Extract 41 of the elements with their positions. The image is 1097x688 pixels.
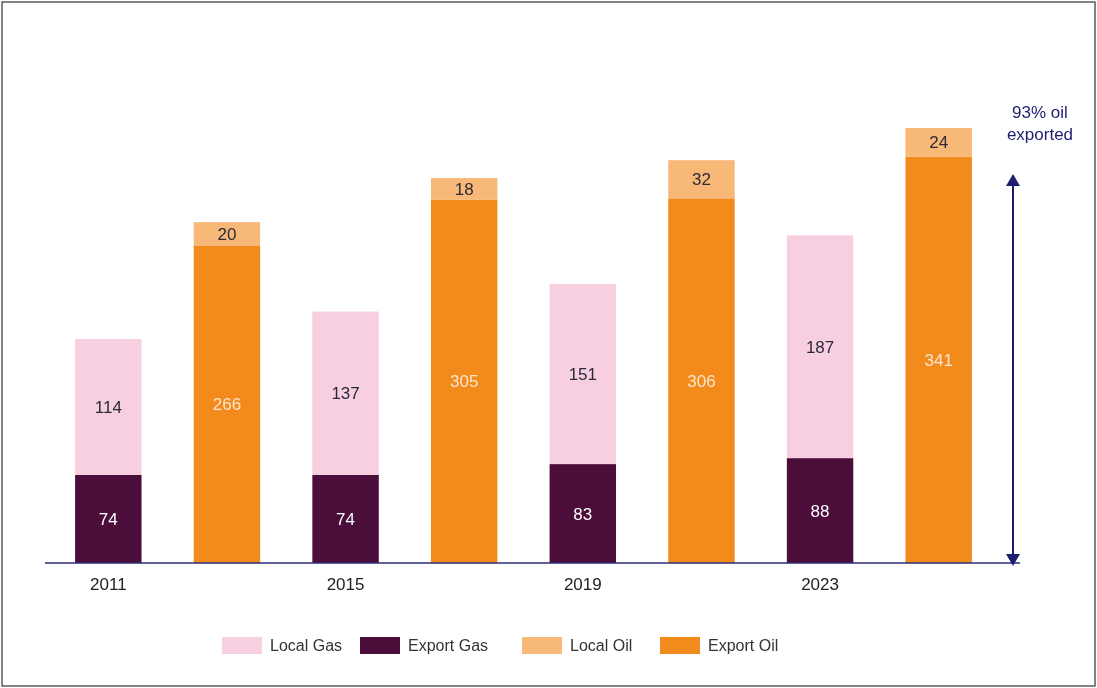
bar xyxy=(786,458,854,563)
data-label: 32 xyxy=(691,170,711,190)
bar xyxy=(430,178,498,200)
data-label: 88 xyxy=(810,501,830,521)
x-tick-label: 2011 xyxy=(90,574,127,594)
data-label: 20 xyxy=(217,225,237,245)
bar xyxy=(193,245,261,563)
x-tick-label: 2015 xyxy=(326,574,365,594)
data-label: 24 xyxy=(929,133,949,153)
bar xyxy=(312,474,379,563)
legend-label: Local Gas xyxy=(270,637,343,654)
data-label: 151 xyxy=(568,365,597,385)
data-label: 137 xyxy=(331,384,360,404)
legend-label: Export Gas xyxy=(408,637,489,654)
data-label: 18 xyxy=(454,179,474,199)
data-label: 83 xyxy=(573,504,593,524)
bar xyxy=(786,235,854,459)
bar xyxy=(549,464,617,563)
data-label: 114 xyxy=(94,397,122,417)
bar xyxy=(193,222,261,246)
data-label: 187 xyxy=(805,337,835,357)
data-label: 74 xyxy=(336,509,356,529)
bar xyxy=(905,156,972,563)
annotation: 93% oil exported xyxy=(1006,103,1074,145)
bar xyxy=(549,284,617,465)
bar xyxy=(75,474,142,563)
legend-label: Local Oil xyxy=(570,637,633,654)
bar xyxy=(430,199,498,563)
bar xyxy=(75,338,142,475)
data-label: 74 xyxy=(98,509,118,529)
legend-label: Export Oil xyxy=(708,637,779,654)
bar xyxy=(905,128,972,157)
data-label: 341 xyxy=(924,350,953,370)
data-label: 305 xyxy=(450,372,479,392)
bar xyxy=(312,311,379,475)
data-label: 266 xyxy=(212,395,242,415)
x-tick-label: 2019 xyxy=(563,574,602,594)
x-tick-label: 2023 xyxy=(801,574,839,594)
bar xyxy=(668,198,735,563)
bar xyxy=(668,160,735,199)
data-label: 306 xyxy=(687,371,716,391)
